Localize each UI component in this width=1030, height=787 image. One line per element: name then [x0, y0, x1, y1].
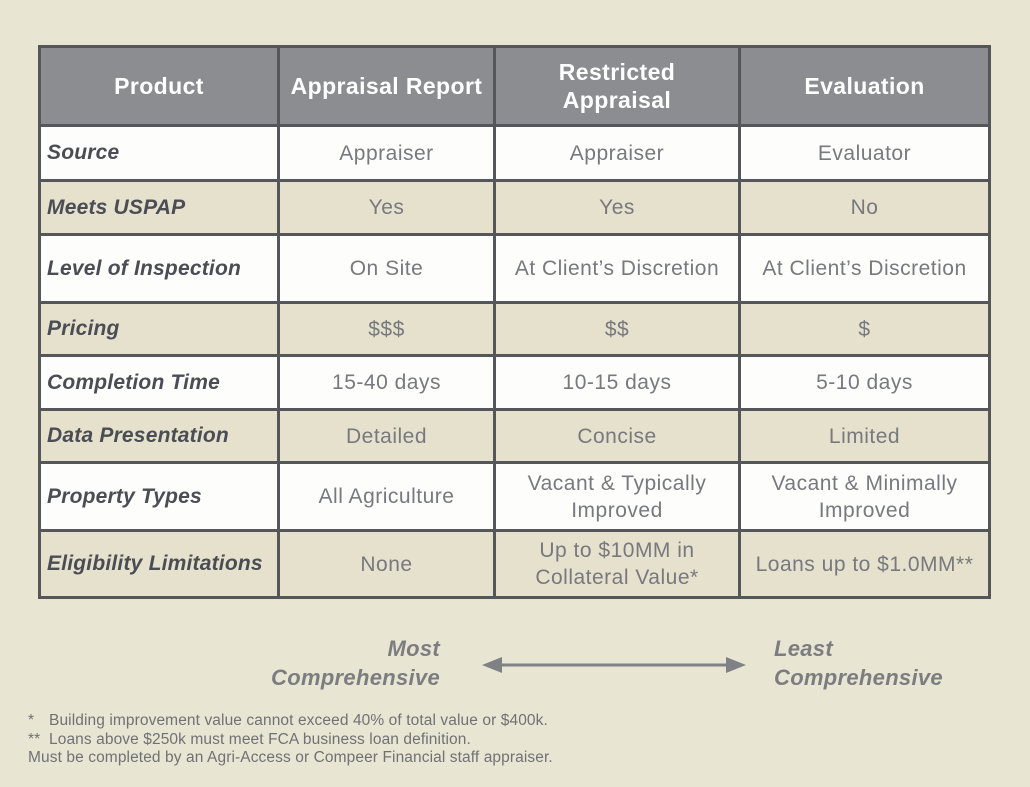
column-header-restricted-appraisal: Restricted Appraisal — [493, 45, 741, 127]
footnote-text: Loans above $250k must meet FCA business… — [49, 730, 471, 748]
cell-value: No — [738, 179, 991, 236]
cell-value: Up to $10MM in Collateral Value* — [493, 529, 741, 599]
cell-value: Limited — [738, 408, 991, 464]
footnote-marker: * — [28, 712, 35, 729]
cell-value: Vacant & Typically Improved — [493, 461, 741, 532]
cell-value: 15-40 days — [277, 354, 496, 411]
table-row-source: Source Appraiser Appraiser Evaluator — [38, 124, 991, 182]
column-header-appraisal-report: Appraisal Report — [277, 45, 496, 127]
column-header-product: Product — [38, 45, 280, 127]
footnote-marker: ** — [28, 730, 41, 748]
cell-value: Yes — [277, 179, 496, 236]
cell-value: Evaluator — [738, 124, 991, 182]
cell-value: At Client’s Discretion — [738, 233, 991, 304]
table-row-property-types: Property Types All Agriculture Vacant & … — [38, 461, 991, 532]
header-row: Product Appraisal Report Restricted Appr… — [38, 45, 991, 127]
cell-value: Yes — [493, 179, 741, 236]
footnote-line: * Building improvement value cannot exce… — [28, 712, 553, 731]
row-label: Pricing — [38, 301, 280, 357]
table-row-level-of-inspection: Level of Inspection On Site At Client’s … — [38, 233, 991, 304]
footnotes: * Building improvement value cannot exce… — [28, 712, 553, 768]
row-label: Level of Inspection — [38, 233, 280, 304]
cell-value: $ — [738, 301, 991, 357]
product-comparison-table: Product Appraisal Report Restricted Appr… — [38, 45, 991, 599]
cell-value: $$ — [493, 301, 741, 357]
table-row-pricing: Pricing $$$ $$ $ — [38, 301, 991, 357]
row-label: Source — [38, 124, 280, 182]
cell-value: Loans up to $1.0MM** — [738, 529, 991, 599]
row-label: Completion Time — [38, 354, 280, 411]
table-row-meets-uspap: Meets USPAP Yes Yes No — [38, 179, 991, 236]
table-row-data-presentation: Data Presentation Detailed Concise Limit… — [38, 408, 991, 464]
table-row-completion-time: Completion Time 15-40 days 10-15 days 5-… — [38, 354, 991, 411]
row-label: Meets USPAP — [38, 179, 280, 236]
cell-value: Appraiser — [277, 124, 496, 182]
footnote-text: Building improvement value cannot exceed… — [49, 712, 548, 729]
row-label: Eligibility Limitations — [38, 529, 280, 599]
legend-most-comprehensive: Most Comprehensive — [271, 636, 440, 690]
row-label: Data Presentation — [38, 408, 280, 464]
footnote-line: Must be completed by an Agri-Access or C… — [28, 749, 553, 768]
footnote-line: ** Loans above $250k must meet FCA busin… — [28, 731, 553, 750]
footnote-text: Must be completed by an Agri-Access or C… — [28, 749, 553, 766]
cell-value: Appraiser — [493, 124, 741, 182]
cell-value: 10-15 days — [493, 354, 741, 411]
cell-value: At Client’s Discretion — [493, 233, 741, 304]
column-header-evaluation: Evaluation — [738, 45, 991, 127]
cell-value: $$$ — [277, 301, 496, 357]
cell-value: None — [277, 529, 496, 599]
cell-value: Vacant & Minimally Improved — [738, 461, 991, 532]
cell-value: 5-10 days — [738, 354, 991, 411]
legend-least-comprehensive: Least Comprehensive — [774, 636, 943, 690]
cell-value: Concise — [493, 408, 741, 464]
cell-value: On Site — [277, 233, 496, 304]
row-label: Property Types — [38, 461, 280, 532]
cell-value: Detailed — [277, 408, 496, 464]
table-row-eligibility-limitations: Eligibility Limitations None Up to $10MM… — [38, 529, 991, 599]
double-headed-arrow-icon — [482, 653, 746, 682]
cell-value: All Agriculture — [277, 461, 496, 532]
